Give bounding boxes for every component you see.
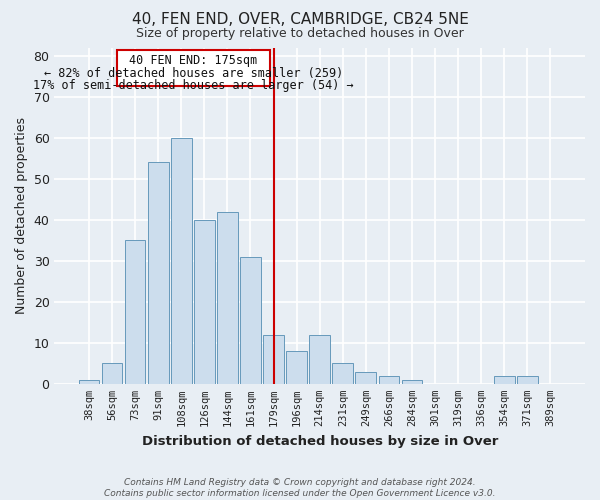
Y-axis label: Number of detached properties: Number of detached properties — [15, 117, 28, 314]
Text: 40 FEN END: 175sqm: 40 FEN END: 175sqm — [129, 54, 257, 68]
FancyBboxPatch shape — [116, 50, 270, 86]
Text: Size of property relative to detached houses in Over: Size of property relative to detached ho… — [136, 28, 464, 40]
Bar — [379, 376, 400, 384]
Bar — [240, 256, 261, 384]
Text: 40, FEN END, OVER, CAMBRIDGE, CB24 5NE: 40, FEN END, OVER, CAMBRIDGE, CB24 5NE — [131, 12, 469, 28]
Bar — [401, 380, 422, 384]
Bar — [517, 376, 538, 384]
X-axis label: Distribution of detached houses by size in Over: Distribution of detached houses by size … — [142, 434, 498, 448]
Bar — [171, 138, 191, 384]
Text: ← 82% of detached houses are smaller (259): ← 82% of detached houses are smaller (25… — [44, 67, 343, 80]
Bar — [148, 162, 169, 384]
Bar — [286, 351, 307, 384]
Bar — [332, 364, 353, 384]
Bar — [494, 376, 515, 384]
Bar — [125, 240, 145, 384]
Bar — [355, 372, 376, 384]
Bar — [194, 220, 215, 384]
Text: 17% of semi-detached houses are larger (54) →: 17% of semi-detached houses are larger (… — [33, 79, 353, 92]
Text: Contains HM Land Registry data © Crown copyright and database right 2024.
Contai: Contains HM Land Registry data © Crown c… — [104, 478, 496, 498]
Bar — [310, 334, 330, 384]
Bar — [263, 334, 284, 384]
Bar — [217, 212, 238, 384]
Bar — [79, 380, 100, 384]
Bar — [101, 364, 122, 384]
